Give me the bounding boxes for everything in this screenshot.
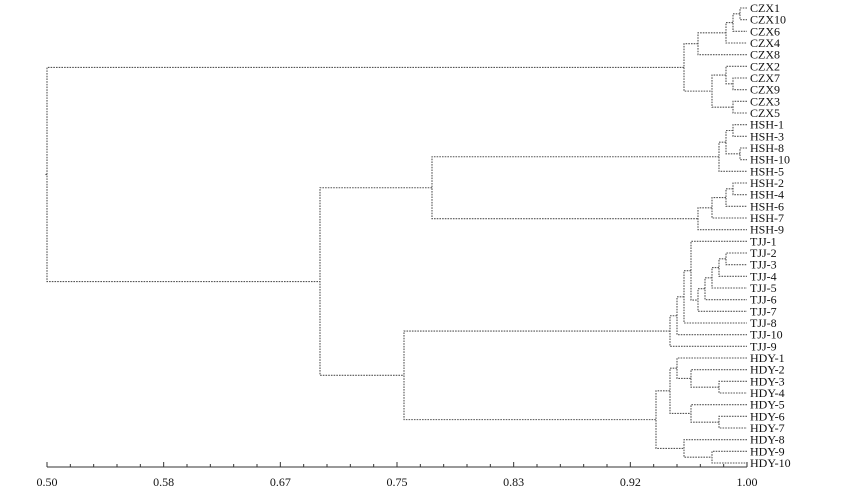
leaf-label: HSH-7 xyxy=(750,211,784,225)
x-tick-label: 0.50 xyxy=(37,475,58,489)
x-tick-label: 0.75 xyxy=(387,475,408,489)
branch-h5 xyxy=(732,182,747,196)
branch-h9 xyxy=(431,156,719,220)
branch-t2 xyxy=(718,258,747,277)
branch-root xyxy=(46,66,684,283)
branch-c7 xyxy=(732,100,747,114)
branch-t4 xyxy=(704,277,747,301)
branch-t8 xyxy=(676,296,747,336)
branch-t7 xyxy=(683,270,747,324)
leaf-label: HDY-8 xyxy=(750,433,785,447)
leaf-label: TJJ-6 xyxy=(750,293,777,307)
branch-h7 xyxy=(711,197,747,219)
leaf-label: CZX10 xyxy=(750,13,786,27)
leaf-label: TJJ-5 xyxy=(750,281,777,295)
branch-h8 xyxy=(697,207,747,231)
branch-c1 xyxy=(739,7,747,21)
branch-t3 xyxy=(711,267,747,289)
branch-d5 xyxy=(690,404,747,423)
leaf-label: HSH-1 xyxy=(750,118,784,132)
leaf-label: HDY-1 xyxy=(750,351,785,365)
leaf-label: CZX4 xyxy=(750,36,780,50)
leaf-label: TJJ-10 xyxy=(750,328,783,342)
branch-c6 xyxy=(725,65,747,85)
leaf-label: HSH-9 xyxy=(750,223,784,237)
branch-h6 xyxy=(725,188,747,207)
x-axis: 0.50 0.58 0.67 0.75 0.83 0.92 1.00 xyxy=(37,462,758,489)
leaf-label: TJJ-9 xyxy=(750,339,777,353)
branch-d1 xyxy=(718,380,747,394)
branch-c4 xyxy=(697,32,747,56)
leaf-label: HDY-9 xyxy=(750,444,785,458)
branch-d2 xyxy=(690,369,747,388)
leaf-label: HSH-2 xyxy=(750,176,784,190)
leaf-label: HDY-3 xyxy=(750,374,785,388)
leaf-label: CZX3 xyxy=(750,94,780,108)
branch-h2 xyxy=(739,147,747,161)
leaf-label: HSH-10 xyxy=(750,153,790,167)
branch-t5 xyxy=(697,288,747,312)
leaf-label: HDY-2 xyxy=(750,363,785,377)
branch-td xyxy=(403,330,670,421)
leaf-labels: CZX1CZX10CZX6CZX4CZX8CZX2CZX7CZX9CZX3CZX… xyxy=(750,1,791,470)
x-tick-label: 0.58 xyxy=(153,475,174,489)
leaf-label: CZX1 xyxy=(750,1,780,15)
branch-c5 xyxy=(732,77,747,91)
leaf-label: HDY-5 xyxy=(750,398,785,412)
leaf-label: TJJ-3 xyxy=(750,258,777,272)
leaf-label: HSH-4 xyxy=(750,188,784,202)
branch-hs xyxy=(319,187,432,376)
leaf-label: HSH-3 xyxy=(750,129,784,143)
branch-t1 xyxy=(725,252,747,266)
branch-t9 xyxy=(669,315,747,347)
leaf-label: CZX2 xyxy=(750,59,780,73)
branch-d7 xyxy=(711,450,747,464)
branch-d3 xyxy=(676,357,747,379)
leaf-label: HSH-5 xyxy=(750,164,784,178)
leaf-label: HDY-10 xyxy=(750,456,791,470)
leaf-label: HDY-7 xyxy=(750,421,785,435)
leaf-label: TJJ-4 xyxy=(750,269,777,283)
branch-d6 xyxy=(669,367,691,414)
branch-d9 xyxy=(655,390,684,449)
leaf-label: CZX6 xyxy=(750,24,780,38)
branch-h3 xyxy=(725,129,740,155)
branch-c2 xyxy=(732,13,747,32)
leaf-label: TJJ-2 xyxy=(750,246,777,260)
leaf-label: TJJ-7 xyxy=(750,304,777,318)
leaf-label: HSH-8 xyxy=(750,141,784,155)
leaf-label: TJJ-8 xyxy=(750,316,777,330)
x-tick-label: 1.00 xyxy=(737,475,758,489)
leaf-label: HDY-6 xyxy=(750,409,785,423)
branch-h1 xyxy=(732,124,747,137)
branch-t6 xyxy=(690,240,747,301)
leaf-label: CZX9 xyxy=(750,83,780,97)
leaf-label: CZX8 xyxy=(750,48,780,62)
leaf-label: HSH-6 xyxy=(750,199,784,213)
branch-d8 xyxy=(683,439,747,458)
branch-c9 xyxy=(683,43,712,92)
leaf-label: HDY-4 xyxy=(750,386,785,400)
x-tick-label: 0.83 xyxy=(503,475,524,489)
branch-c3 xyxy=(725,22,747,44)
leaf-label: TJJ-1 xyxy=(750,234,777,248)
x-tick-label: 0.67 xyxy=(270,475,291,489)
branches xyxy=(45,7,747,464)
leaf-label: CZX5 xyxy=(750,106,780,120)
branch-d4 xyxy=(718,415,747,429)
branch-c8 xyxy=(711,74,733,108)
leaf-label: CZX7 xyxy=(750,71,780,85)
x-tick-label: 0.92 xyxy=(620,475,641,489)
branch-h4 xyxy=(718,141,747,172)
